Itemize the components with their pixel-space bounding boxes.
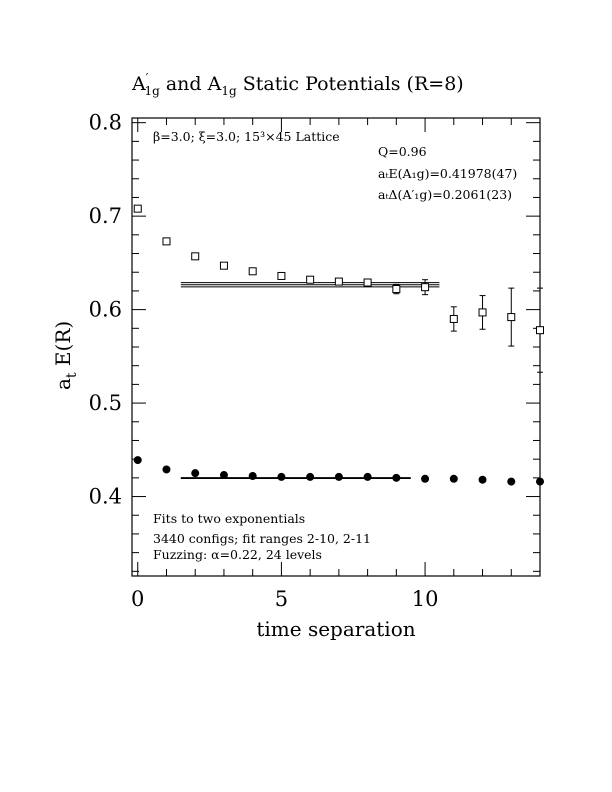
data-point-square	[334, 277, 343, 286]
y-tick-label: 0.5	[89, 391, 122, 415]
data-point-square	[219, 261, 228, 270]
fits-annotation: Fits to two exponentials	[153, 511, 305, 526]
x-axis-label: time separation	[256, 617, 415, 641]
data-point-circle	[162, 465, 171, 474]
data-point-circle	[421, 474, 430, 483]
y-axis-label: at E(R)	[51, 321, 80, 390]
chart-title: A′ 1g and A1g Static Potentials (R=8)	[131, 71, 464, 98]
data-point-square	[363, 278, 372, 287]
x-tick-label: 10	[412, 587, 439, 611]
data-point-square	[421, 283, 430, 292]
x-tick-label: 5	[275, 587, 288, 611]
data-point-circle	[449, 474, 458, 483]
data-point-square	[478, 308, 487, 317]
y-tick-label: 0.6	[89, 298, 122, 322]
q-annotation: Q=0.96	[378, 144, 427, 159]
data-point-square	[449, 314, 458, 323]
y-tick-label: 0.4	[89, 485, 122, 509]
data-point-circle	[478, 475, 487, 484]
data-point-square	[507, 313, 516, 322]
data-point-circle	[219, 471, 228, 480]
data-point-circle	[248, 471, 257, 480]
y-tick-label: 0.7	[89, 204, 122, 228]
data-point-circle	[392, 473, 401, 482]
x-tick-label: 0	[131, 587, 144, 611]
data-point-square	[133, 204, 142, 213]
data-point-square	[536, 326, 544, 335]
data-point-circle	[277, 472, 286, 481]
gap-annotation: aₜΔ(A′₁g)=0.2061(23)	[378, 187, 512, 202]
fuzzing-annotation: Fuzzing: α=0.22, 24 levels	[153, 547, 322, 562]
fit-lines	[180, 282, 440, 480]
data-point-square	[277, 271, 286, 280]
data-point-square	[392, 285, 401, 294]
data-point-circle	[507, 477, 516, 486]
data-point-square	[306, 275, 315, 284]
axis-ticks	[132, 118, 541, 576]
data-point-square	[191, 252, 200, 261]
data-point-circle	[133, 456, 142, 465]
data-point-circle	[306, 472, 315, 481]
data-point-square	[248, 267, 257, 276]
y-tick-label: 0.8	[89, 111, 122, 135]
data-point-square	[162, 237, 171, 246]
data-points	[133, 204, 544, 486]
axis-tick-labels: 0 5 10 0.4 0.5 0.6 0.7 0.8	[89, 111, 439, 611]
data-point-circle	[191, 469, 200, 478]
lattice-annotation: β=3.0; ξ=3.0; 15³×45 Lattice	[153, 129, 340, 144]
data-point-circle	[334, 472, 343, 481]
configs-annotation: 3440 configs; fit ranges 2-10, 2-11	[153, 531, 371, 546]
data-point-circle	[363, 472, 372, 481]
data-point-circle	[536, 477, 544, 486]
energy-annotation: aₜE(A₁g)=0.41978(47)	[378, 166, 517, 181]
